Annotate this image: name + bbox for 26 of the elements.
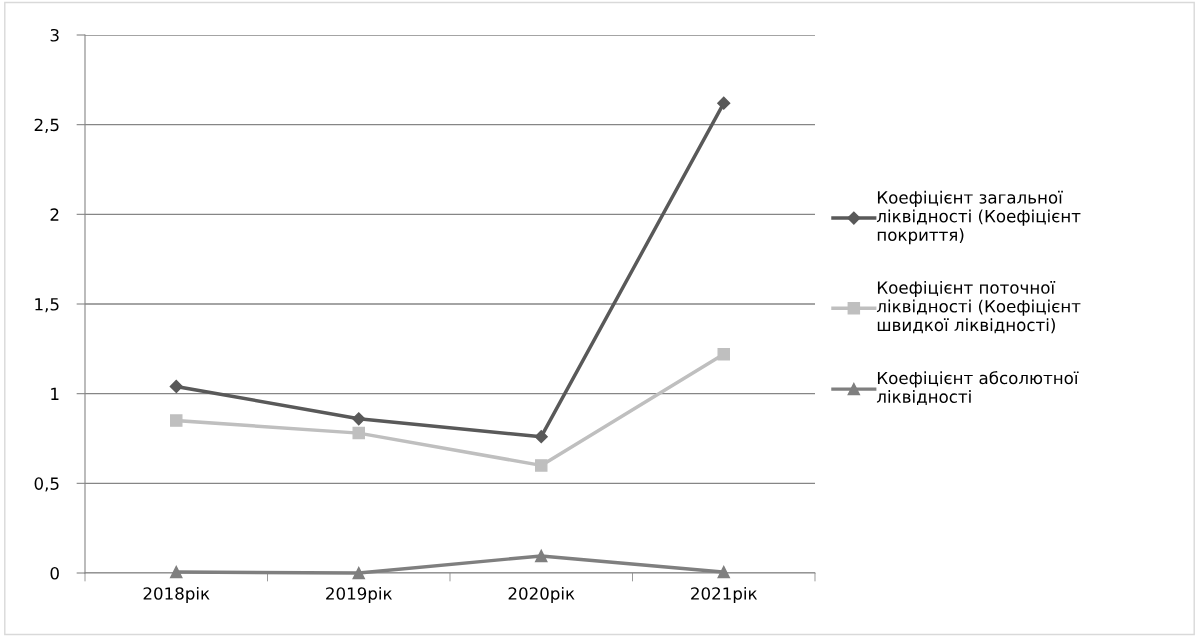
point [169, 565, 183, 579]
point [717, 565, 731, 579]
y-tick-label: 0 [50, 566, 59, 580]
legend-label: Коефіцієнт поточної ліквідності (Коефіцієнт швидкої ліквідності) [876, 280, 1081, 334]
legend-label: Коефіцієнт загальної ліквідності (Коефіцієнт покриття) [876, 190, 1081, 245]
y-tick-label: 2,5 [34, 118, 59, 133]
y-tick-label: 0,5 [34, 477, 59, 492]
x-tick-label: 2020рік [508, 586, 575, 604]
x-tick-label: 2018рік [143, 586, 210, 604]
x-tick-label: 2021рік [691, 586, 758, 604]
point [352, 412, 366, 426]
point [169, 414, 183, 427]
point [534, 459, 548, 472]
point [717, 96, 731, 110]
y-tick-label: 1 [51, 387, 59, 400]
point [717, 347, 731, 361]
point [169, 379, 183, 394]
y-tick-label: 1,5 [35, 298, 59, 313]
x-tick-label: 2019рік [326, 586, 393, 604]
point [534, 430, 548, 444]
point [352, 426, 366, 440]
y-tick-label: 2 [50, 208, 59, 221]
point [534, 549, 548, 563]
point [352, 566, 366, 580]
y-tick-label: 3 [50, 28, 59, 42]
legend-label: Коефіцієнт абсолютної ліквідності [876, 371, 1079, 405]
